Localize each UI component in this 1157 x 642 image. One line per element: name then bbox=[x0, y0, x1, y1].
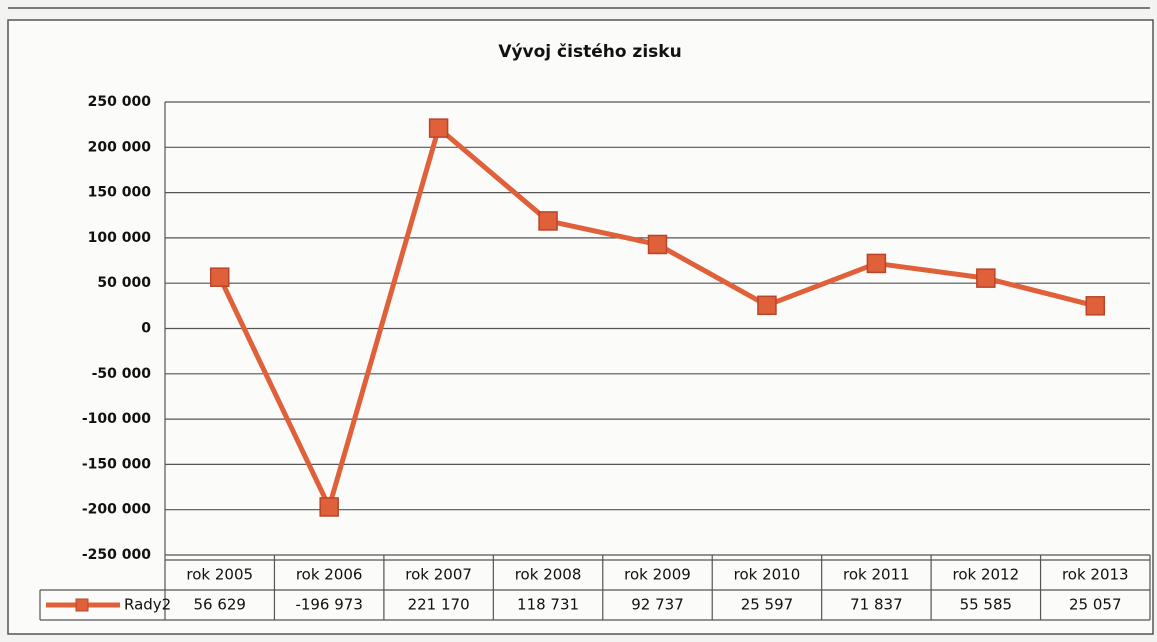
table-value: 25 597 bbox=[741, 596, 794, 614]
x-tick-label: rok 2009 bbox=[624, 566, 691, 584]
y-tick-label: -100 000 bbox=[82, 411, 151, 427]
marker bbox=[209, 267, 230, 287]
y-tick-label: -50 000 bbox=[92, 366, 152, 382]
table-value: 71 837 bbox=[850, 596, 903, 614]
x-tick-label: rok 2008 bbox=[515, 566, 582, 584]
marker bbox=[319, 497, 339, 517]
marker bbox=[976, 268, 996, 288]
x-tick-label: rok 2013 bbox=[1062, 566, 1129, 584]
x-tick-label: rok 2011 bbox=[843, 566, 910, 584]
marker bbox=[647, 234, 668, 255]
y-tick-label: 250 000 bbox=[88, 94, 152, 110]
marker bbox=[866, 253, 887, 274]
chart-frame bbox=[7, 19, 1154, 635]
x-tick-label: rok 2010 bbox=[734, 566, 801, 584]
x-tick-label: rok 2012 bbox=[953, 566, 1020, 584]
table-value: 25 057 bbox=[1069, 596, 1122, 614]
x-tick-label: rok 2007 bbox=[405, 566, 472, 584]
table-value: 92 737 bbox=[631, 596, 684, 614]
table-value: 118 731 bbox=[517, 596, 579, 614]
chart-title: Vývoj čistého zisku bbox=[498, 42, 681, 62]
y-tick-label: 0 bbox=[141, 321, 151, 337]
y-tick-label: -250 000 bbox=[82, 547, 151, 563]
marker bbox=[538, 211, 558, 231]
legend-marker bbox=[75, 598, 89, 612]
y-tick-label: -200 000 bbox=[82, 502, 151, 518]
table-value: 221 170 bbox=[408, 596, 470, 614]
marker bbox=[757, 295, 777, 316]
y-tick-label: 150 000 bbox=[88, 185, 152, 201]
marker bbox=[1085, 296, 1106, 316]
table-value: 56 629 bbox=[193, 596, 246, 614]
y-tick-label: 200 000 bbox=[88, 139, 152, 155]
legend-label: Rady2 bbox=[124, 596, 171, 614]
table-value: 55 585 bbox=[960, 596, 1013, 614]
x-tick-label: rok 2006 bbox=[296, 566, 363, 584]
table-value: -196 973 bbox=[295, 596, 362, 614]
y-tick-label: 100 000 bbox=[88, 230, 152, 246]
x-tick-label: rok 2005 bbox=[186, 566, 253, 584]
y-tick-label: -150 000 bbox=[82, 456, 151, 472]
marker bbox=[428, 118, 449, 138]
y-tick-label: 50 000 bbox=[97, 275, 151, 291]
